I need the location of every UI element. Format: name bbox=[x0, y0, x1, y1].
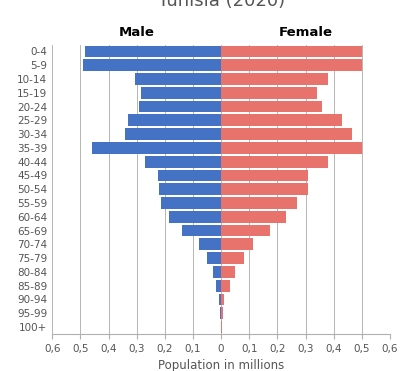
Bar bbox=[125, 128, 221, 140]
Bar bbox=[221, 197, 296, 209]
Bar bbox=[84, 46, 221, 57]
Bar bbox=[221, 239, 253, 250]
Bar bbox=[221, 156, 327, 168]
Bar bbox=[221, 101, 322, 112]
Bar bbox=[221, 211, 285, 223]
X-axis label: Population in millions: Population in millions bbox=[158, 359, 284, 371]
Bar bbox=[221, 73, 327, 85]
Bar bbox=[139, 101, 221, 112]
Bar bbox=[221, 115, 341, 126]
Bar bbox=[198, 239, 221, 250]
Bar bbox=[221, 128, 351, 140]
Bar bbox=[221, 59, 361, 71]
Bar bbox=[145, 156, 221, 168]
Bar bbox=[159, 183, 221, 195]
Bar bbox=[83, 59, 221, 71]
Bar bbox=[221, 266, 235, 278]
Text: Male: Male bbox=[118, 26, 154, 39]
Bar bbox=[221, 170, 308, 181]
Bar bbox=[128, 115, 221, 126]
Bar bbox=[91, 142, 221, 154]
Bar bbox=[168, 211, 221, 223]
Bar bbox=[221, 225, 269, 236]
Bar bbox=[220, 307, 221, 319]
Bar bbox=[181, 225, 221, 236]
Bar bbox=[160, 197, 221, 209]
Bar bbox=[221, 87, 316, 99]
Bar bbox=[221, 252, 243, 264]
Bar bbox=[221, 183, 308, 195]
Text: Female: Female bbox=[278, 26, 332, 39]
Bar bbox=[218, 293, 221, 305]
Title: Tunisia (2020): Tunisia (2020) bbox=[157, 0, 284, 10]
Bar bbox=[215, 280, 221, 292]
Bar bbox=[212, 266, 221, 278]
Bar bbox=[207, 252, 221, 264]
Bar bbox=[141, 87, 221, 99]
Bar bbox=[221, 293, 224, 305]
Bar bbox=[135, 73, 221, 85]
Bar bbox=[221, 46, 361, 57]
Bar bbox=[157, 170, 221, 181]
Bar bbox=[221, 142, 361, 154]
Bar bbox=[221, 307, 222, 319]
Bar bbox=[221, 280, 229, 292]
